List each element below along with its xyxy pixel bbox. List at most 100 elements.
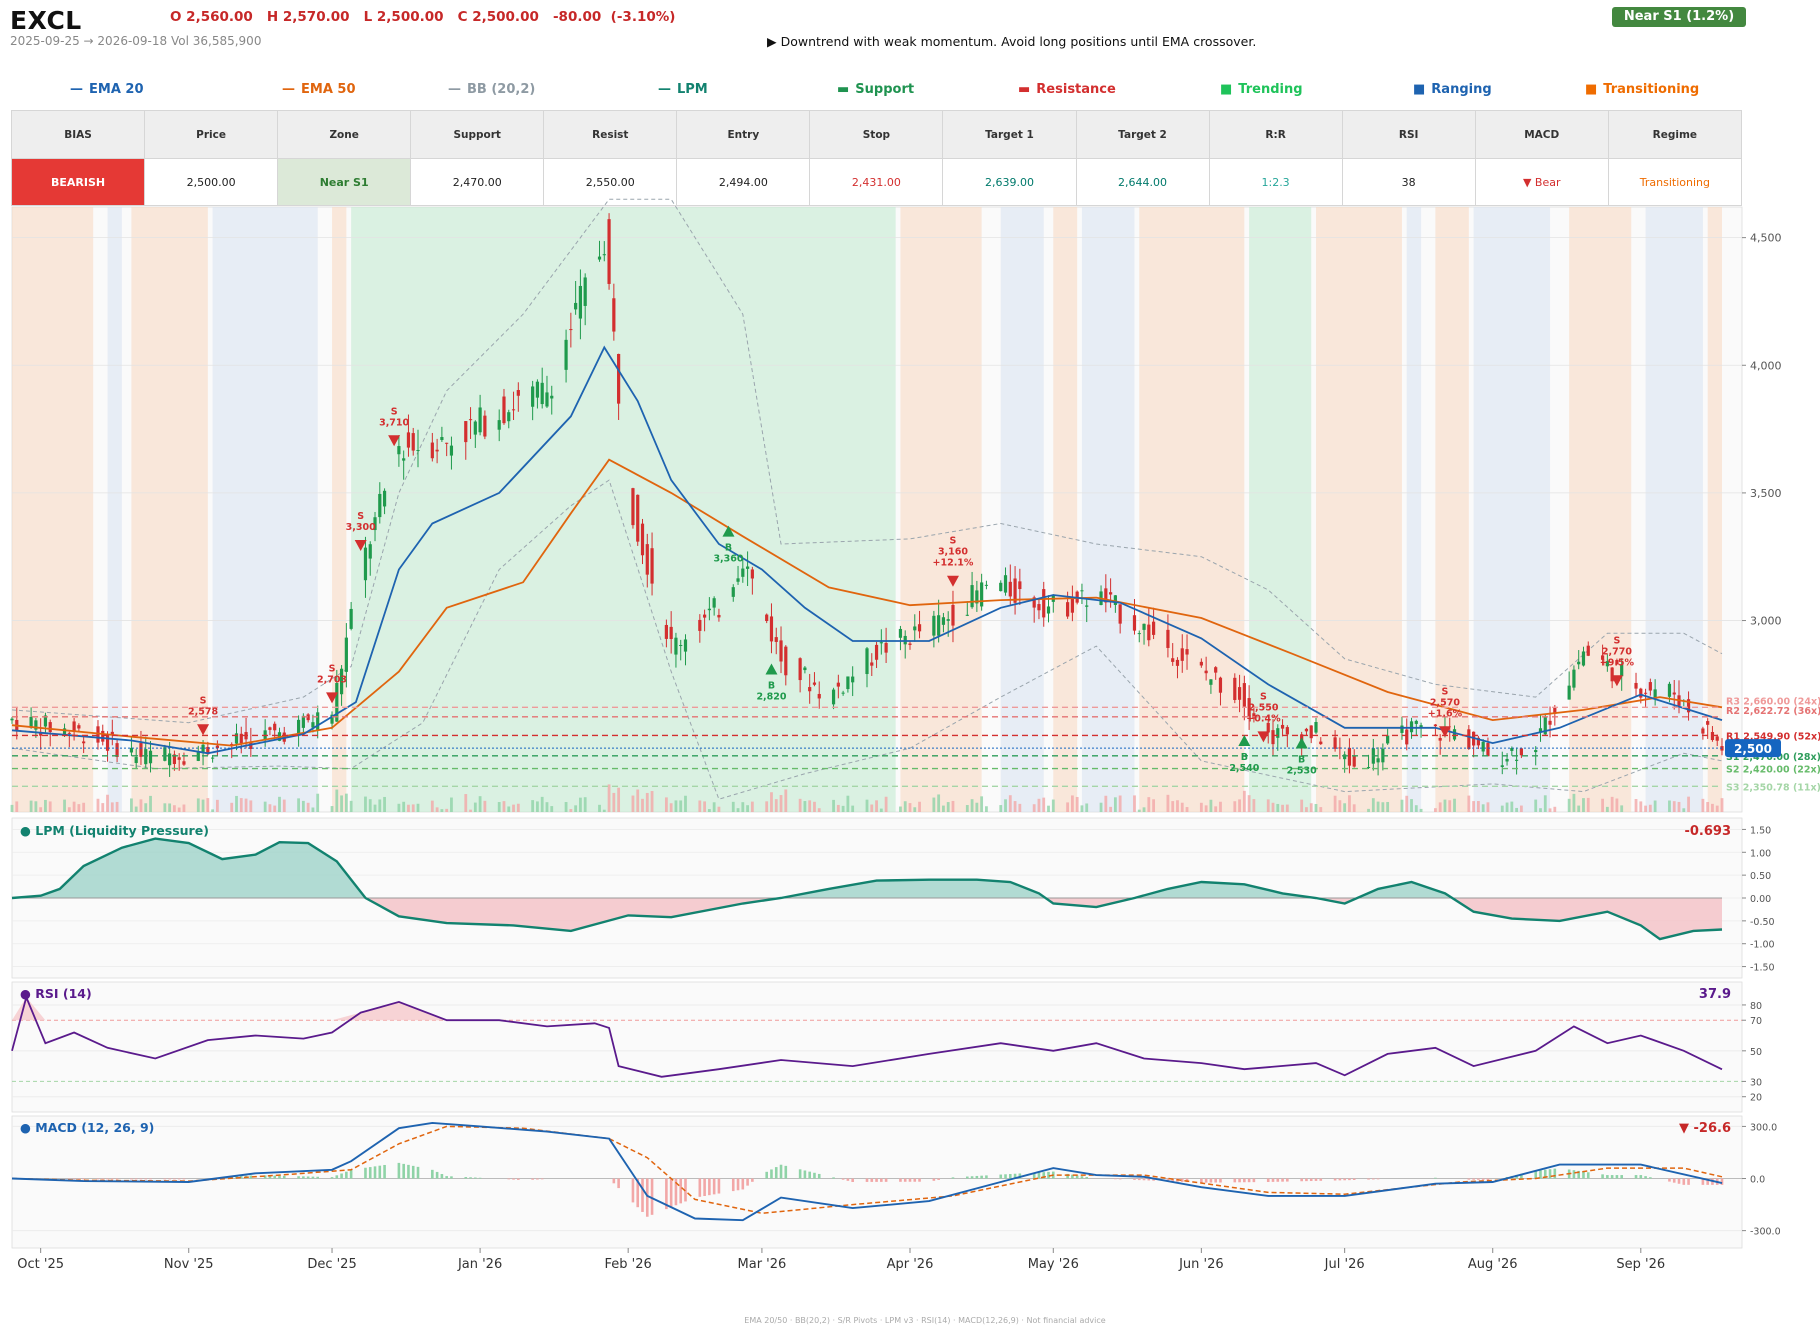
- volume-bar: [1548, 808, 1552, 812]
- macd-histogram-bar: [1276, 1178, 1280, 1182]
- volume-bar: [1386, 801, 1390, 812]
- macd-histogram-bar: [698, 1178, 702, 1197]
- volume-bar: [211, 809, 215, 812]
- macd-histogram-bar: [1271, 1178, 1275, 1182]
- macd-histogram-bar: [1247, 1178, 1251, 1183]
- candle-body: [1519, 748, 1523, 756]
- regime-band-ranging: [107, 207, 122, 812]
- candle-body: [817, 693, 821, 699]
- stats-header-r-r: R:R: [1208, 110, 1343, 159]
- candle-body: [736, 578, 740, 582]
- candle-body: [1151, 621, 1156, 635]
- legend-label: EMA 50: [301, 82, 356, 97]
- candle-body: [516, 390, 520, 396]
- volume-bar: [1505, 802, 1509, 812]
- regime-band-transitioning: [12, 207, 94, 812]
- lpm-area-negative: [12, 898, 1722, 940]
- volume-bar: [1438, 802, 1442, 812]
- volume-bar: [1653, 800, 1657, 812]
- volume-bar: [1008, 795, 1012, 812]
- volume-bar: [803, 801, 807, 812]
- volume-bar: [249, 800, 253, 812]
- volume-bar: [1453, 798, 1456, 812]
- regime-band-transitioning: [1569, 207, 1632, 812]
- candle-body: [1572, 669, 1576, 688]
- candle-body: [511, 409, 516, 411]
- macd-histogram-bar: [1066, 1173, 1069, 1179]
- candle-body: [1386, 735, 1390, 744]
- macd-histogram-bar: [1185, 1178, 1189, 1183]
- volume-bar: [951, 800, 955, 812]
- volume-bar: [707, 809, 711, 812]
- candle-body: [1672, 692, 1676, 695]
- lpm-ytick-label: 0.00: [1750, 894, 1771, 905]
- macd-histogram-bar: [679, 1178, 683, 1204]
- candle-body: [731, 587, 735, 597]
- macd-histogram-bar: [865, 1178, 869, 1182]
- macd-histogram-bar: [111, 1178, 114, 1180]
- macd-histogram-bar: [1233, 1178, 1237, 1183]
- sr-level-label: R1 2,549.90 (52x): [1726, 731, 1820, 742]
- candle-body: [779, 640, 783, 662]
- macd-histogram-bar: [115, 1178, 119, 1180]
- volume-bar: [144, 803, 148, 812]
- candle-body: [67, 732, 71, 734]
- candle-body: [831, 689, 836, 705]
- volume-bar: [39, 807, 43, 812]
- candle-body: [1085, 605, 1089, 607]
- candle-body: [1400, 725, 1404, 733]
- candle-body: [1180, 648, 1184, 661]
- candle-body: [478, 407, 482, 433]
- macd-histogram-bar: [937, 1178, 940, 1180]
- stats-header-resist: Resist: [543, 110, 678, 159]
- volume-bar: [1539, 808, 1542, 812]
- macd-histogram-bar: [368, 1167, 372, 1179]
- volume-bar: [1314, 804, 1318, 812]
- macd-histogram-bar: [636, 1178, 640, 1208]
- macd-histogram-bar: [1309, 1178, 1313, 1182]
- macd-histogram-bar: [397, 1162, 401, 1179]
- candle-body: [1481, 741, 1485, 752]
- macd-histogram-bar: [1314, 1178, 1318, 1181]
- signal-label: 2,578: [188, 706, 218, 717]
- stats-header-support: Support: [410, 110, 545, 159]
- volume-bar: [106, 794, 109, 812]
- candle-body: [1175, 659, 1180, 666]
- volume-bar: [870, 804, 874, 812]
- legend-label: Resistance: [1036, 82, 1116, 97]
- bb-upper-line: [11, 198, 1723, 724]
- macd-histogram-bar: [832, 1177, 835, 1179]
- volume-bar: [1285, 804, 1289, 812]
- macd-histogram-bar: [364, 1167, 367, 1179]
- volume-bar: [1085, 803, 1089, 812]
- macd-histogram-bar: [1166, 1178, 1170, 1182]
- volume-bar: [999, 805, 1003, 812]
- macd-histogram-bar: [736, 1178, 740, 1191]
- candle-body: [1486, 742, 1490, 757]
- stats-value-zone: Near S1: [277, 158, 412, 206]
- volume-bar: [1582, 798, 1585, 812]
- macd-histogram-bar: [1481, 1178, 1485, 1180]
- candle-body: [373, 517, 377, 531]
- volume-bar: [1319, 807, 1323, 812]
- macd-histogram-bar: [1300, 1178, 1303, 1182]
- regime-band-trending: [351, 207, 896, 812]
- volume-bar: [34, 801, 38, 812]
- candle-body: [1610, 667, 1614, 682]
- macd-histogram-bar: [435, 1171, 439, 1179]
- macd-histogram-bar: [1013, 1173, 1017, 1179]
- volume-bar: [884, 796, 888, 812]
- legend-item-support: ▬ Support: [837, 82, 914, 97]
- candle-body: [803, 667, 807, 671]
- candle-body: [483, 415, 487, 437]
- volume-bar: [985, 806, 988, 812]
- legend-marker: —: [70, 82, 83, 97]
- volume-bar: [1166, 794, 1170, 812]
- stats-value-resist: 2,550.00: [543, 158, 678, 206]
- volume-bar: [1180, 802, 1184, 812]
- macd-histogram-bar: [1677, 1178, 1681, 1184]
- volume-bar: [1137, 809, 1141, 812]
- price-ytick-label: 4,500: [1750, 232, 1782, 245]
- candle-body: [1476, 737, 1480, 746]
- macd-histogram-bar: [302, 1176, 305, 1179]
